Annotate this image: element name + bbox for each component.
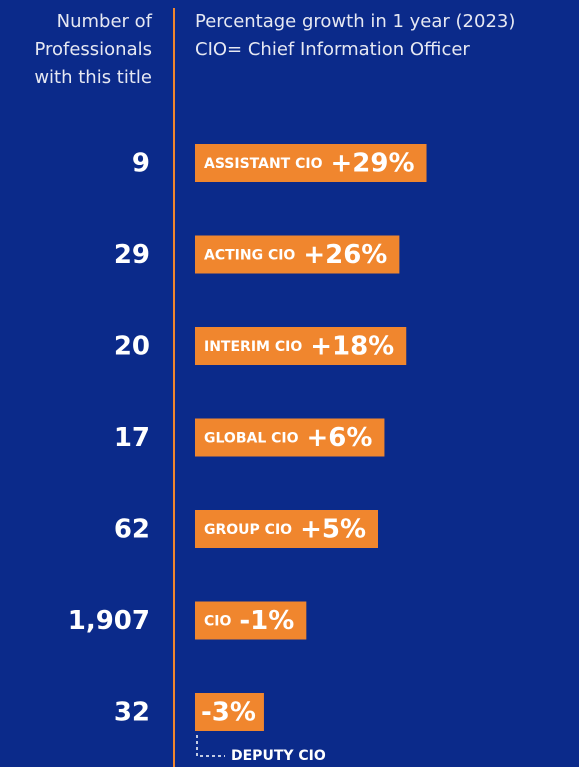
count-label: 62 bbox=[114, 515, 150, 545]
count-label: 29 bbox=[114, 240, 150, 270]
bar bbox=[195, 601, 307, 640]
value-label: +6% bbox=[307, 423, 373, 453]
value-label: +29% bbox=[331, 149, 415, 179]
category-label: ASSISTANT CIO bbox=[204, 156, 323, 172]
category-label: ACTING CIO bbox=[204, 248, 295, 264]
bar bbox=[195, 144, 427, 182]
count-label: 17 bbox=[114, 423, 150, 453]
value-label: +5% bbox=[300, 515, 366, 545]
left-header: Professionals bbox=[34, 39, 152, 60]
category-label: INTERIM CIO bbox=[204, 339, 302, 355]
value-label: +26% bbox=[303, 240, 387, 270]
category-label: DEPUTY CIO bbox=[231, 748, 326, 764]
value-label: +18% bbox=[310, 332, 394, 362]
chart-title: Percentage growth in 1 year (2023) bbox=[195, 11, 515, 32]
value-label: -1% bbox=[239, 606, 294, 636]
count-label: 32 bbox=[114, 698, 150, 728]
count-label: 1,907 bbox=[68, 606, 150, 636]
left-header: with this title bbox=[34, 67, 152, 88]
count-label: 9 bbox=[132, 149, 150, 179]
category-label: CIO bbox=[204, 614, 231, 630]
bar bbox=[195, 235, 400, 274]
chart-subtitle: CIO= Chief Information Officer bbox=[195, 39, 470, 60]
bar bbox=[195, 693, 264, 731]
bar bbox=[195, 510, 378, 548]
left-header: Number of bbox=[57, 11, 153, 32]
category-label: GLOBAL CIO bbox=[204, 431, 299, 447]
value-label: -3% bbox=[201, 698, 256, 728]
count-label: 20 bbox=[114, 332, 150, 362]
connector bbox=[196, 735, 225, 757]
bar bbox=[195, 327, 407, 365]
category-label: GROUP CIO bbox=[204, 522, 292, 538]
bar bbox=[195, 418, 385, 457]
